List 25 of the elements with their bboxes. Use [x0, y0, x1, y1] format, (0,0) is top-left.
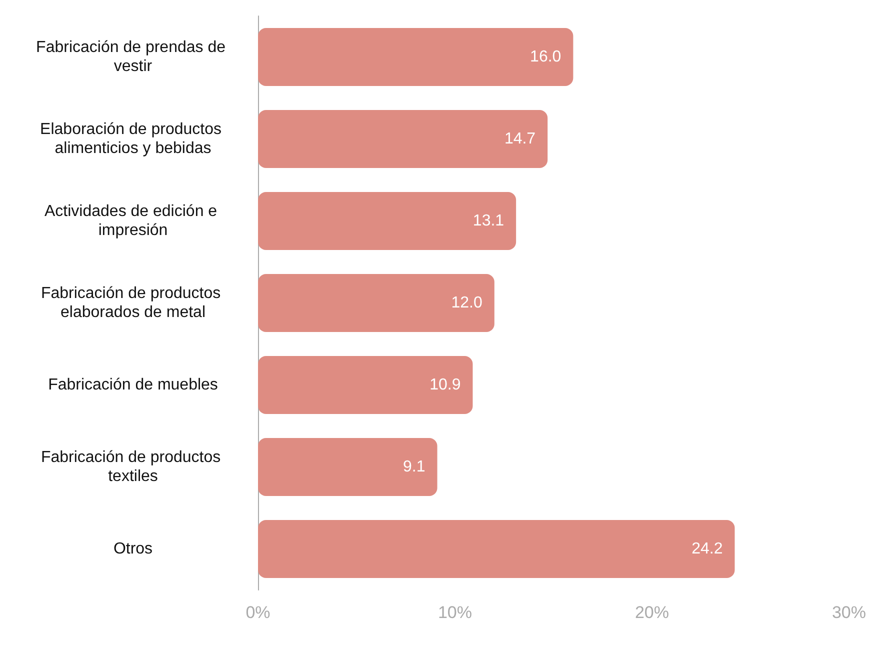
y-tick-label: Fabricación de prendas de vestir	[36, 39, 230, 75]
data-label: 24.2	[692, 540, 723, 558]
bar	[258, 110, 548, 168]
data-label: 12.0	[451, 294, 482, 312]
x-tick-label: 20%	[634, 603, 670, 622]
y-tick-label: Fabricación de productos elaborados de metal	[40, 285, 226, 321]
data-label: 10.9	[430, 376, 461, 394]
x-tick-label: 10%	[438, 603, 472, 622]
bar	[258, 438, 438, 496]
y-tick-label: Fabricación de muebles	[48, 376, 218, 394]
x-tick-label: 0%	[246, 603, 270, 622]
data-label: 14.7	[504, 130, 536, 148]
y-tick-label: Otros	[113, 540, 153, 558]
bar	[258, 274, 494, 332]
bar	[258, 356, 473, 414]
data-label: 13.1	[472, 212, 504, 230]
y-tick-label: Fabricación de productos textiles	[40, 449, 226, 485]
bar	[258, 192, 516, 250]
bar	[258, 28, 574, 86]
data-label: 9.1	[403, 458, 426, 476]
data-label: 16.0	[530, 48, 562, 66]
bar	[258, 520, 735, 578]
x-tick-label: 30%	[832, 603, 866, 622]
y-tick-label: Actividades de edición e impresión	[44, 203, 222, 239]
y-tick-label: Elaboración de productos alimenticios y bebidas	[40, 121, 226, 157]
